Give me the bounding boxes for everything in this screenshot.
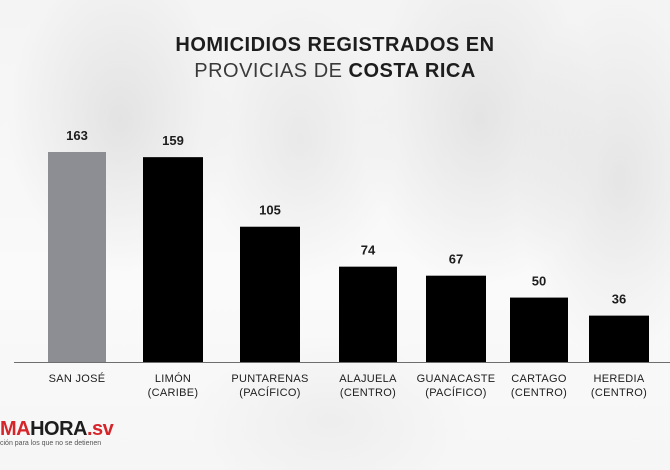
category-label-5-0: CARTAGO <box>511 373 567 385</box>
bar-4 <box>426 275 486 362</box>
title-line-2-prefix: PROVICIAS DE <box>194 60 349 82</box>
title-line-1: HOMICIDIOS REGISTRADOS EN <box>175 34 495 56</box>
title-line-2: PROVICIAS DE COSTA RICA <box>0 58 670 84</box>
brand-tagline: ción para los que no se detienen <box>0 440 102 447</box>
category-label-3-0: ALAJUELA <box>339 373 397 385</box>
data-label-6: 36 <box>612 292 626 307</box>
category-label-6-0: HEREDIA <box>594 373 645 385</box>
data-label-3: 74 <box>361 243 376 258</box>
category-label-3-1: (CENTRO) <box>340 387 396 399</box>
bar-1 <box>143 157 203 362</box>
category-label-4-0: GUANACASTE <box>417 373 496 385</box>
bar-2 <box>240 226 300 362</box>
brand-logo-text: MAHORA.sv <box>0 418 114 440</box>
bar-3 <box>339 266 397 362</box>
category-label-1-0: LIMÓN <box>155 372 191 385</box>
data-label-2: 105 <box>259 203 281 218</box>
bar-6 <box>589 315 649 362</box>
data-label-4: 67 <box>449 252 463 267</box>
category-label-2-0: PUNTARENAS <box>231 373 308 385</box>
category-label-6-1: (CENTRO) <box>591 387 647 399</box>
data-label-5: 50 <box>532 274 546 289</box>
chart-title: HOMICIDIOS REGISTRADOS EN PROVICIAS DE C… <box>0 32 670 84</box>
bar-5 <box>510 297 568 362</box>
title-line-2-bold: COSTA RICA <box>348 60 476 82</box>
data-label-0: 163 <box>66 128 88 143</box>
category-label-0-0: SAN JOSÉ <box>49 372 106 385</box>
brand-logo: MAHORA.sv ción para los que no se detien… <box>0 418 200 458</box>
category-label-5-1: (CENTRO) <box>511 387 567 399</box>
category-label-4-1: (PACÍFICO) <box>425 386 486 399</box>
category-label-2-1: (PACÍFICO) <box>239 386 300 399</box>
bar-0 <box>48 152 106 362</box>
category-label-1-1: (CARIBE) <box>148 387 199 399</box>
data-label-1: 159 <box>162 133 184 148</box>
